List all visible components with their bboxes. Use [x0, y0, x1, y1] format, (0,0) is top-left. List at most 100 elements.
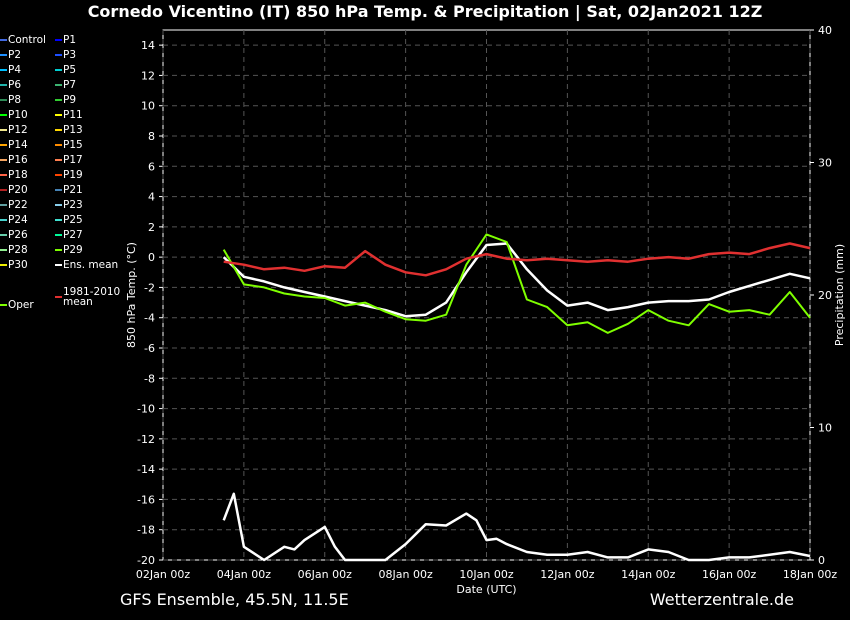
site-credit: Wetterzentrale.de — [649, 590, 794, 609]
legend-item: P25 — [55, 214, 83, 226]
legend-swatch — [55, 189, 62, 191]
x-tick-label: 14Jan 00z — [621, 568, 675, 581]
legend-swatch — [55, 174, 62, 176]
legend-swatch — [55, 39, 62, 41]
legend-label: P7 — [63, 79, 77, 91]
legend-swatch — [55, 249, 62, 251]
legend-label: P23 — [63, 199, 83, 211]
chart-title: Cornedo Vicentino (IT) 850 hPa Temp. & P… — [87, 2, 763, 21]
x-tick-label: 08Jan 00z — [379, 568, 433, 581]
legend-label: P26 — [8, 229, 28, 241]
y-tick-label: -2 — [144, 281, 155, 294]
legend-label: P5 — [63, 64, 77, 76]
legend-swatch — [55, 296, 62, 298]
y-tick-label: 14 — [141, 39, 155, 52]
legend-item: P23 — [55, 199, 83, 211]
legend-label: P2 — [8, 49, 22, 61]
legend-item: P14 — [0, 139, 28, 151]
legend-item: P6 — [0, 79, 21, 91]
series-line — [222, 492, 811, 562]
model-info: GFS Ensemble, 45.5N, 11.5E — [120, 590, 349, 609]
y-tick-label: 10 — [141, 100, 155, 113]
legend-swatch — [55, 264, 62, 266]
series-line — [222, 233, 811, 334]
legend-swatch — [55, 114, 62, 116]
legend-item: P19 — [55, 169, 83, 181]
y-tick-label: 8 — [148, 130, 155, 143]
legend-label: P22 — [8, 199, 28, 211]
legend-label: P25 — [63, 214, 83, 226]
legend-swatch — [55, 144, 62, 146]
legend-label: Control — [8, 34, 46, 46]
x-tick-label: 02Jan 00z — [136, 568, 190, 581]
legend-swatch — [55, 84, 62, 86]
legend-label: P14 — [8, 139, 28, 151]
legend-swatch — [0, 189, 7, 191]
legend-item: P28 — [0, 244, 28, 256]
legend-item: Control — [0, 34, 46, 46]
y-tick-label: -4 — [144, 312, 155, 325]
legend-item: P24 — [0, 214, 28, 226]
legend-label: P18 — [8, 169, 28, 181]
x-tick-label: 18Jan 00z — [783, 568, 837, 581]
legend-label: P20 — [8, 184, 28, 196]
x-tick-label: 04Jan 00z — [217, 568, 271, 581]
legend-swatch — [0, 39, 7, 41]
series-line — [223, 242, 811, 277]
y-tick-label: -18 — [137, 524, 155, 537]
y2-tick-label: 20 — [818, 289, 832, 302]
legend-swatch — [0, 249, 7, 251]
legend-item: P30 — [0, 259, 28, 271]
legend-swatch — [0, 174, 7, 176]
legend-item: P4 — [0, 64, 21, 76]
legend-swatch — [0, 159, 7, 161]
legend-swatch — [0, 304, 7, 306]
y2-axis-label: Precipitation (mm) — [833, 244, 846, 346]
x-tick-label: 16Jan 00z — [702, 568, 756, 581]
legend-label: P13 — [63, 124, 83, 136]
legend-item: P18 — [0, 169, 28, 181]
legend-label: P17 — [63, 154, 83, 166]
legend-item: P29 — [55, 244, 83, 256]
legend-swatch — [55, 159, 62, 161]
legend-label: P11 — [63, 109, 83, 121]
legend-label: P16 — [8, 154, 28, 166]
y2-tick-label: 30 — [818, 157, 832, 170]
legend-label: P30 — [8, 259, 28, 271]
legend-swatch — [0, 264, 7, 266]
legend-item: P1 — [55, 34, 76, 46]
legend-item: P12 — [0, 124, 28, 136]
legend-item: P2 — [0, 49, 21, 61]
legend-label: P4 — [8, 64, 22, 76]
legend-swatch — [0, 69, 7, 71]
legend-label: P15 — [63, 139, 83, 151]
legend-label: P3 — [63, 49, 77, 61]
legend-item: P20 — [0, 184, 28, 196]
x-tick-label: 12Jan 00z — [540, 568, 594, 581]
legend-item: P26 — [0, 229, 28, 241]
legend-swatch — [0, 114, 7, 116]
y-tick-label: 0 — [148, 251, 155, 264]
legend-label: P28 — [8, 244, 28, 256]
legend-swatch — [55, 69, 62, 71]
y-tick-label: -6 — [144, 342, 155, 355]
legend-item: P9 — [55, 94, 76, 106]
legend-item: P10 — [0, 109, 28, 121]
y-tick-label: -8 — [144, 372, 155, 385]
legend-item: P17 — [55, 154, 83, 166]
y-tick-label: 6 — [148, 160, 155, 173]
legend-item: P3 — [55, 49, 76, 61]
legend-item: P15 — [55, 139, 83, 151]
y2-tick-label: 0 — [818, 554, 825, 567]
legend-item: P27 — [55, 229, 83, 241]
legend-label: P9 — [63, 94, 77, 106]
legend-item: P7 — [55, 79, 76, 91]
legend-label: Ens. mean — [63, 259, 119, 271]
legend-label: P10 — [8, 109, 28, 121]
legend-label: P6 — [8, 79, 22, 91]
legend-swatch — [0, 54, 7, 56]
y-tick-label: -12 — [137, 433, 155, 446]
legend-item: P21 — [55, 184, 83, 196]
legend-item: P5 — [55, 64, 76, 76]
legend-swatch — [55, 129, 62, 131]
